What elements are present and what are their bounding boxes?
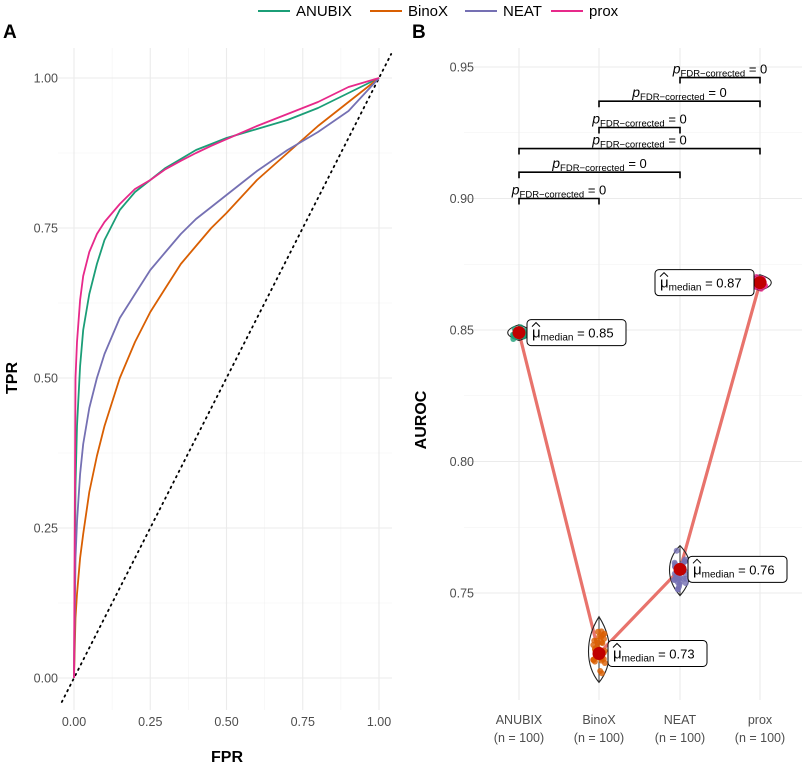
panel-b-y-tick-label: 0.85 <box>450 324 474 338</box>
data-point-binox <box>598 670 605 677</box>
panel-a-roc-chart: 0.00 0.25 0.50 0.75 1.00 0.00 0.25 0.50 0.75 1.0… <box>4 48 393 764</box>
panel-a-y-tick-label: 0.25 <box>34 522 58 536</box>
panel-a-x-tick-label: 0.00 <box>62 715 86 729</box>
legend: ANUBIX BinoX NEAT prox <box>258 3 619 20</box>
comparison-label: pFDR−corrected = 0 <box>551 155 647 174</box>
comparison-label: pFDR−corrected = 0 <box>511 182 607 201</box>
comparison-bracket <box>518 147 761 155</box>
median-point-anubix <box>512 326 526 340</box>
panel-a-lines <box>73 77 380 679</box>
comparison-label: pFDR−corrected = 0 <box>591 132 687 151</box>
median-connecting-line <box>517 282 762 656</box>
panel-a-diagonal-reference-line <box>60 53 393 703</box>
comparison-bracket <box>679 76 761 84</box>
panel-a-reference <box>60 53 393 703</box>
median-point-binox <box>592 646 606 660</box>
median-label-box <box>687 555 788 583</box>
panel-b-x-ticks: ANUBIX (n = 100) BinoX (n = 100) NEAT (n = 10… <box>494 713 785 745</box>
panel-b-x-tick-label: prox <box>748 713 773 727</box>
panel-b-y-tick-label: 0.75 <box>450 587 474 601</box>
comparison-label: pFDR−corrected = 0 <box>591 110 687 129</box>
data-point-binox <box>591 658 598 665</box>
median-hat-icon <box>692 558 702 564</box>
data-point-binox <box>590 642 597 648</box>
median-hat-icon <box>531 321 541 327</box>
comparison-label: pFDR−corrected = 0 <box>672 61 768 80</box>
panel-b-median-line <box>517 282 762 656</box>
panel-b-x-tick-n: (n = 100) <box>735 731 785 745</box>
panel-b-median-labels: μmedian = 0.85 μmedian = 0.73 μmedian = 0.… <box>526 269 788 667</box>
legend-label-binox: BinoX <box>408 3 448 20</box>
panel-a-y-tick-label: 0.75 <box>34 222 58 236</box>
legend-label-anubix: ANUBIX <box>296 3 352 20</box>
comparison-bracket <box>598 126 681 134</box>
median-label-text: μmedian = 0.73 <box>613 645 695 664</box>
data-point-binox <box>596 633 603 640</box>
comparison-bracket <box>518 171 681 179</box>
roc-line-prox <box>73 77 380 679</box>
median-hat-icon <box>659 271 669 278</box>
panel-b-y-ticks: 0.75 0.80 0.85 0.90 0.95 <box>450 61 474 601</box>
median-label-text: μmedian = 0.85 <box>532 325 614 344</box>
panel-b-y-tick-label: 0.95 <box>450 61 474 75</box>
legend-label-neat: NEAT <box>503 3 542 20</box>
panel-a-y-tick-label: 0.50 <box>34 372 58 386</box>
panel-b-x-tick-n: (n = 100) <box>494 731 544 745</box>
panel-a-x-tick-label: 0.75 <box>291 715 315 729</box>
panel-b-medians <box>512 276 767 660</box>
panel-b-x-tick-label: NEAT <box>664 713 697 727</box>
panel-a-label: A <box>3 22 17 43</box>
median-label-text: μmedian = 0.76 <box>693 561 775 580</box>
panel-b-comparisons: pFDR−corrected = 0 pFDR−corrected = 0 pFDR… <box>511 61 768 205</box>
panel-a-xlabel: FPR <box>211 749 243 764</box>
panel-b-label: B <box>412 22 426 43</box>
roc-line-neat <box>73 77 380 679</box>
data-point-neat <box>680 575 687 582</box>
panel-a-ylabel: TPR <box>4 362 21 394</box>
median-point-prox <box>753 276 767 290</box>
legend-label-prox: prox <box>589 3 619 20</box>
median-hat-icon <box>612 642 622 648</box>
panel-a-x-tick-label: 1.00 <box>367 715 391 729</box>
roc-line-binox <box>73 77 380 679</box>
data-point-neat <box>673 547 680 554</box>
panel-b-y-tick-label: 0.80 <box>450 455 474 469</box>
median-label-box <box>526 319 627 347</box>
comparison-bracket <box>518 197 600 205</box>
panel-b-y-tick-label: 0.90 <box>450 192 474 206</box>
median-label-text: μmedian = 0.87 <box>660 275 742 294</box>
panel-b-auroc-chart: 0.75 0.80 0.85 0.90 0.95 ANUBIX (n = 100) Bino… <box>413 48 802 745</box>
panel-b-ylabel: AUROC <box>413 390 430 449</box>
panel-b-x-tick-label: ANUBIX <box>496 713 543 727</box>
comparison-label: pFDR−corrected = 0 <box>631 84 727 103</box>
panel-a-y-tick-label: 0.00 <box>34 672 58 686</box>
panel-b-x-tick-n: (n = 100) <box>574 731 624 745</box>
median-point-neat <box>673 562 687 576</box>
median-label-box <box>654 269 755 297</box>
panel-a-y-ticks: 0.00 0.25 0.50 0.75 1.00 <box>34 72 58 686</box>
panel-a-x-ticks: 0.00 0.25 0.50 0.75 1.00 <box>62 715 391 729</box>
panel-a-x-tick-label: 0.50 <box>214 715 238 729</box>
panel-a-y-tick-label: 1.00 <box>34 72 58 86</box>
panel-a-x-tick-label: 0.25 <box>138 715 162 729</box>
panel-b-x-tick-n: (n = 100) <box>655 731 705 745</box>
median-label-box <box>607 639 708 667</box>
comparison-bracket <box>598 100 761 108</box>
data-point-binox <box>598 628 605 635</box>
panel-b-x-tick-label: BinoX <box>582 713 616 727</box>
data-point-neat <box>676 581 683 588</box>
